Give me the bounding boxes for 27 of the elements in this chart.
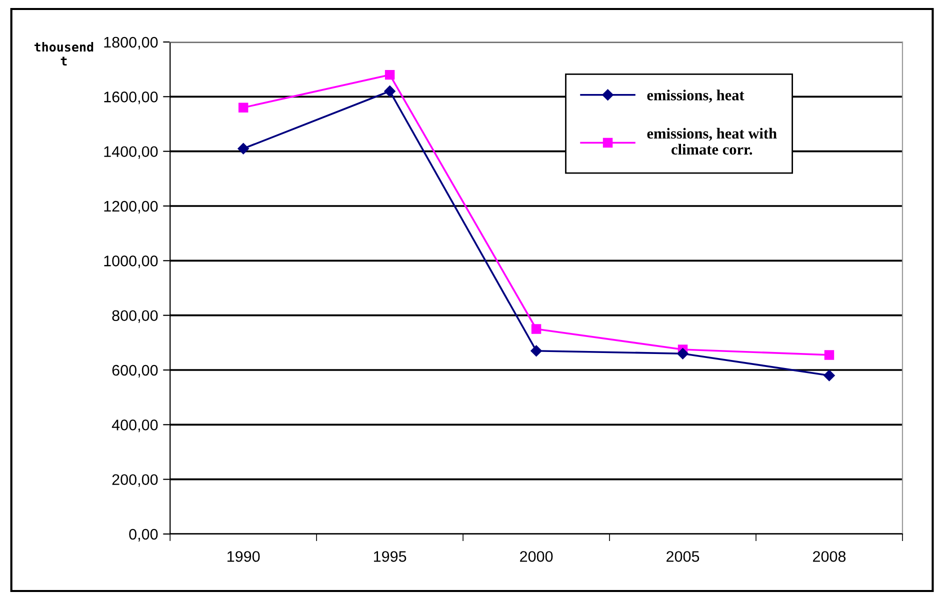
- point: [238, 102, 248, 112]
- y-tick-label: 1600,00: [104, 92, 158, 104]
- y-tick-label: 1400,00: [104, 146, 158, 159]
- y-tick-label: 400,00: [112, 420, 158, 432]
- y-tick-label: 1200,00: [104, 200, 158, 214]
- point: [824, 350, 834, 360]
- x-tick-label: 1990: [228, 551, 260, 562]
- x-tick-label: 2008: [813, 551, 846, 562]
- legend-label: emissions, heat with climate corr.: [647, 128, 777, 155]
- x-tick-label: 2000: [520, 551, 553, 562]
- point: [238, 142, 249, 154]
- y-tick-label: 800,00: [112, 310, 158, 323]
- y-tick-label: 1800,00: [104, 36, 158, 50]
- point: [384, 70, 395, 80]
- point: [384, 86, 396, 97]
- y-tick-label: 0,00: [129, 528, 158, 542]
- point: [531, 324, 542, 334]
- legend-label: emissions, heat: [647, 90, 744, 103]
- x-tick-label: 2005: [666, 551, 700, 562]
- point: [530, 345, 542, 356]
- x-tick-label: 1995: [374, 551, 406, 562]
- y-tick-label: 600,00: [112, 364, 158, 378]
- point: [824, 370, 835, 382]
- y-tick-label: 1000,00: [104, 256, 158, 268]
- point: [677, 348, 688, 360]
- y-tick-label: 200,00: [112, 474, 158, 487]
- y-axis-title: thousend t: [34, 42, 94, 66]
